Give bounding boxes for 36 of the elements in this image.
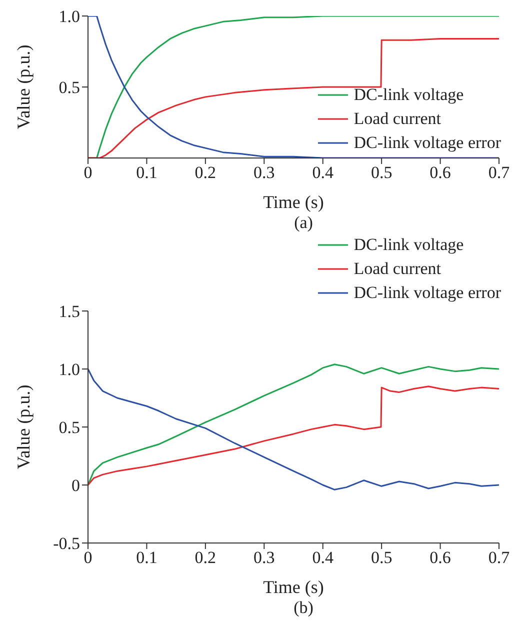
x-tick-label: 0.3 xyxy=(254,548,275,568)
y-tick-label: 1.0 xyxy=(58,360,80,380)
y-tick-label: -0.5 xyxy=(53,534,80,554)
x-tick-label: 0.6 xyxy=(430,548,451,568)
x-tick-label: 0.3 xyxy=(254,163,275,182)
x-axis-title: Time (s) xyxy=(263,192,324,212)
x-tick-label: 0.7 xyxy=(488,163,510,182)
legend-label: DC-link voltage xyxy=(354,84,464,106)
y-tick-label: 0.5 xyxy=(58,418,80,438)
x-tick-label: 0.1 xyxy=(136,163,158,182)
x-tick-label: 0.4 xyxy=(312,163,334,182)
y-tick-label: 0 xyxy=(72,476,80,496)
x-axis-title: Time (s) xyxy=(263,577,324,597)
legend-label: DC-link voltage error xyxy=(354,282,501,304)
x-tick-label: 0.5 xyxy=(370,163,392,182)
x-tick-label: 0 xyxy=(84,163,92,182)
y-axis-title: Value (p.u.) xyxy=(13,44,34,130)
x-tick-label: 0.2 xyxy=(194,163,216,182)
y-tick-label: 1.0 xyxy=(58,7,80,26)
legend-label: DC-link voltage xyxy=(354,234,464,256)
x-tick-label: 0.5 xyxy=(370,548,392,568)
text: (a) xyxy=(293,213,314,233)
x-tick-label: 0.2 xyxy=(194,548,216,568)
x-tick-label: 0 xyxy=(84,548,92,568)
x-tick-label: 0.7 xyxy=(488,548,510,568)
y-axis-title: Value (p.u.) xyxy=(13,384,34,470)
legend-label: Load current xyxy=(354,108,442,130)
x-tick-label: 0.1 xyxy=(136,548,158,568)
x-tick-label: 0.6 xyxy=(430,163,451,182)
legend-label: DC-link voltage error xyxy=(354,132,501,154)
y-tick-label: 0.5 xyxy=(58,78,80,98)
y-tick-label: 1.5 xyxy=(58,302,80,322)
x-tick-label: 0.4 xyxy=(312,548,334,568)
legend-label: Load current xyxy=(354,258,442,280)
line-series xyxy=(88,386,499,486)
text: (b) xyxy=(292,598,314,618)
